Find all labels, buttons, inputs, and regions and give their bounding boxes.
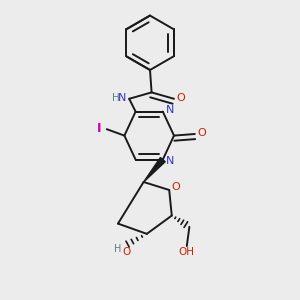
Text: H: H	[112, 93, 120, 103]
Text: N: N	[118, 93, 127, 103]
Text: N: N	[166, 105, 174, 115]
Text: O: O	[177, 93, 185, 103]
Text: I: I	[97, 122, 101, 135]
Text: N: N	[166, 156, 174, 166]
Polygon shape	[144, 158, 165, 182]
Text: O: O	[172, 182, 181, 192]
Text: O: O	[122, 248, 131, 257]
Text: OH: OH	[178, 247, 194, 257]
Text: O: O	[197, 128, 206, 138]
Text: H: H	[113, 244, 121, 254]
